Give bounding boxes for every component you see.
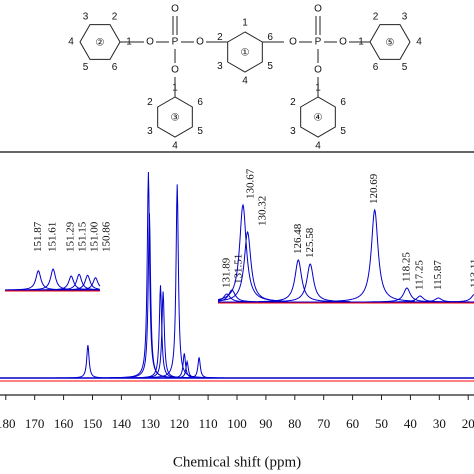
atom: O (146, 37, 154, 48)
x-tick-label: 140 (112, 416, 132, 431)
peak-label: 151.29 (65, 221, 77, 252)
position-number: 3 (217, 61, 223, 72)
position-number: 3 (402, 12, 408, 23)
atom: O (339, 37, 347, 48)
peak (47, 344, 128, 379)
position-number: 4 (315, 141, 321, 152)
x-axis-label: Chemical shift (ppm) (173, 454, 301, 470)
position-number: 5 (267, 61, 273, 72)
atom: O (289, 37, 297, 48)
x-tick-label: 90 (259, 416, 272, 431)
peak-label: 151.61 (47, 222, 59, 252)
x-tick-label: 180 (0, 416, 16, 431)
peak-label: 131.89 (220, 257, 232, 288)
inset-peak (398, 297, 474, 303)
position-number: 1 (242, 18, 248, 29)
x-tick-label: 150 (83, 416, 103, 431)
position-number: 2 (112, 12, 118, 23)
structure: ②123456①123456⑤123456③123456④123456OOPOO… (68, 4, 422, 152)
ring (300, 96, 336, 138)
x-tick-label: 120 (169, 416, 189, 431)
atom: O (171, 65, 179, 76)
position-number: 3 (83, 12, 89, 23)
x-tick-label: 160 (54, 416, 74, 431)
peak-label: 126.48 (292, 223, 304, 254)
peak-label: 130.32 (256, 196, 268, 226)
plot: 180 170 160 150 140 130 120 110 100 90 80 70 60 50 40 3… (0, 168, 474, 431)
position-number: 4 (242, 76, 248, 87)
inset-peak (55, 277, 101, 291)
atom: P (315, 37, 322, 48)
x-tick-label: 60 (346, 416, 359, 431)
peak-label: 131.51 (232, 254, 244, 284)
inset-peak (270, 263, 351, 303)
x-tick-label: 50 (375, 416, 388, 431)
position-number: 2 (373, 12, 379, 23)
position-number: 5 (340, 126, 346, 137)
atom: O (196, 37, 204, 48)
position-number: 6 (340, 97, 346, 108)
x-tick-label: 70 (317, 416, 330, 431)
atom: P (172, 37, 179, 48)
position-number: 6 (197, 97, 203, 108)
peak (159, 357, 240, 379)
peak-label: 151.15 (77, 221, 89, 252)
ring (369, 24, 411, 60)
peak-label: 115.87 (432, 260, 444, 290)
peak-label: 125.58 (304, 227, 316, 258)
peak-label: 118.25 (400, 252, 412, 282)
ring (157, 96, 193, 138)
position-number: 4 (68, 37, 74, 48)
ring-label: ⑤ (386, 38, 395, 49)
x-tick-label: 130 (141, 416, 161, 431)
position-number: 2 (147, 97, 153, 108)
peak-label: 151.87 (32, 221, 44, 252)
position-number: 3 (290, 126, 296, 137)
position-number: 5 (197, 126, 203, 137)
x-tick-label: 80 (288, 416, 301, 431)
ring-label: ③ (171, 113, 180, 124)
position-number: 6 (112, 62, 118, 73)
position-number: 6 (373, 62, 379, 73)
inset-peak (334, 208, 415, 302)
peak-label: 150.86 (101, 221, 113, 252)
peak (123, 291, 204, 379)
x-tick-label: 20 (462, 416, 474, 431)
position-number: 4 (416, 37, 422, 48)
position-number: 2 (217, 32, 223, 43)
peak-label: 113.11 (468, 259, 474, 288)
atom: O (314, 65, 322, 76)
peak-label: 117.25 (414, 260, 426, 290)
peak-label: 120.69 (368, 173, 380, 204)
ring (79, 24, 121, 60)
inset-peak (4, 270, 78, 291)
position-number: 4 (172, 141, 178, 152)
atom: O (314, 4, 322, 15)
ring-label: ④ (314, 113, 323, 124)
x-tick-label: 100 (227, 416, 247, 431)
position-number: 6 (267, 32, 273, 43)
position-number: 3 (147, 126, 153, 137)
peak (120, 285, 201, 379)
inset-peak (258, 259, 339, 303)
x-tick-label: 30 (433, 416, 446, 431)
x-tick-label: 170 (25, 416, 45, 431)
peak-label: 130.67 (244, 168, 256, 199)
ring-label: ① (241, 48, 250, 59)
inset-peak (434, 294, 474, 303)
peak-label: 151.00 (89, 221, 101, 252)
position-number: 5 (402, 62, 408, 73)
position-number: 2 (290, 97, 296, 108)
position-number: 5 (83, 62, 89, 73)
atom: O (171, 4, 179, 15)
ring-label: ② (96, 38, 105, 49)
x-tick-label: 40 (404, 416, 417, 431)
x-tick-label: 110 (199, 416, 218, 431)
